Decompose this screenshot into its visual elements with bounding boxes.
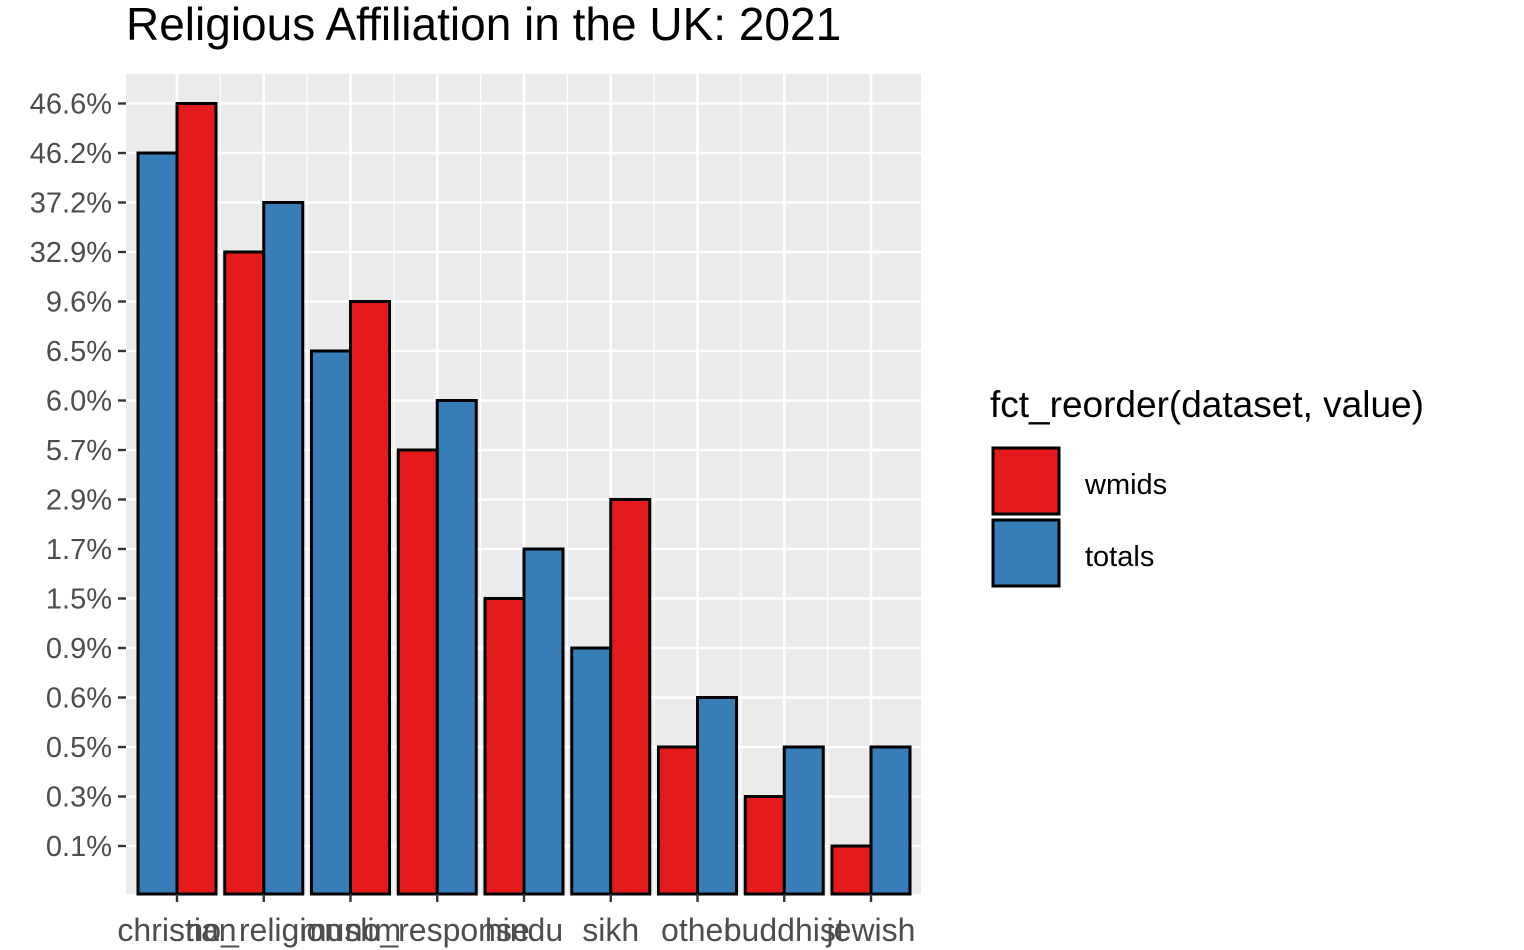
y-tick-label: 6.0%: [46, 386, 112, 418]
y-tick-label: 0.9%: [46, 633, 112, 665]
bar-totals-no_response: [435, 399, 478, 896]
y-tick-label: 5.7%: [46, 435, 112, 467]
chart-title: Religious Affiliation in the UK: 2021: [126, 0, 841, 50]
x-tick-label: no_religion: [185, 912, 342, 948]
y-tick-label: 37.2%: [30, 188, 112, 220]
bar-wmids-hindu: [483, 597, 526, 896]
x-tick-label: christian: [117, 912, 236, 948]
bar-totals-hindu: [522, 547, 565, 896]
bar-totals-muslim: [310, 349, 352, 896]
y-tick-label: 6.5%: [46, 336, 112, 368]
bar-totals-sikh: [570, 646, 613, 896]
y-tick-label: 0.1%: [46, 831, 112, 863]
y-tick-label: 1.7%: [46, 534, 112, 566]
bar-wmids-muslim: [349, 300, 391, 896]
y-tick-label: 46.2%: [30, 138, 112, 170]
y-tick-label: 9.6%: [46, 287, 112, 319]
bar-wmids-christian: [175, 102, 218, 896]
legend-key-wmids: [991, 446, 1061, 516]
y-axis: 0.1% 0.3% 0.5% 0.6% 0.9% 1.5% 1.7% 2.9% 5.7% 6.0%…: [30, 89, 126, 863]
bar-wmids-other: [657, 745, 699, 896]
bar-totals-other: [696, 696, 738, 896]
bar-totals-christian: [136, 151, 179, 896]
bar-wmids-no_response: [396, 448, 439, 896]
y-tick-label: 1.5%: [46, 584, 112, 616]
legend: fct_reorder(dataset, value) wmids totals: [990, 384, 1424, 588]
x-tick-label: sikh: [582, 912, 639, 948]
bar-wmids-sikh: [609, 498, 652, 896]
legend-label-wmids: wmids: [1084, 469, 1167, 501]
x-tick-label: jewish: [826, 912, 916, 948]
bar-totals-no_religion: [262, 201, 305, 896]
x-tick-label: buddhist: [724, 912, 845, 948]
x-tick-label: muslim: [300, 912, 401, 948]
legend-entries: wmids totals: [991, 446, 1167, 588]
y-tick-label: 0.3%: [46, 782, 112, 814]
y-tick-label: 32.9%: [30, 237, 112, 269]
legend-key-totals: [991, 518, 1061, 588]
bar-totals-jewish: [869, 745, 912, 896]
y-tick-label: 0.5%: [46, 732, 112, 764]
x-tick-label: other: [661, 912, 734, 948]
x-axis: christianno_religionmuslimno_responsehin…: [117, 894, 915, 948]
y-tick-label: 2.9%: [46, 485, 112, 517]
legend-title: fct_reorder(dataset, value): [990, 384, 1424, 425]
bars: [136, 102, 912, 896]
bar-wmids-jewish: [830, 844, 873, 896]
y-tick-label: 46.6%: [30, 89, 112, 121]
bar-wmids-no_religion: [223, 250, 266, 896]
legend-label-totals: totals: [1085, 541, 1154, 573]
y-tick-label: 0.6%: [46, 683, 112, 715]
x-tick-label: no_response: [345, 912, 530, 948]
bar-totals-buddhist: [782, 745, 825, 896]
bar-wmids-buddhist: [743, 795, 786, 896]
x-tick-label: hindu: [485, 912, 563, 948]
